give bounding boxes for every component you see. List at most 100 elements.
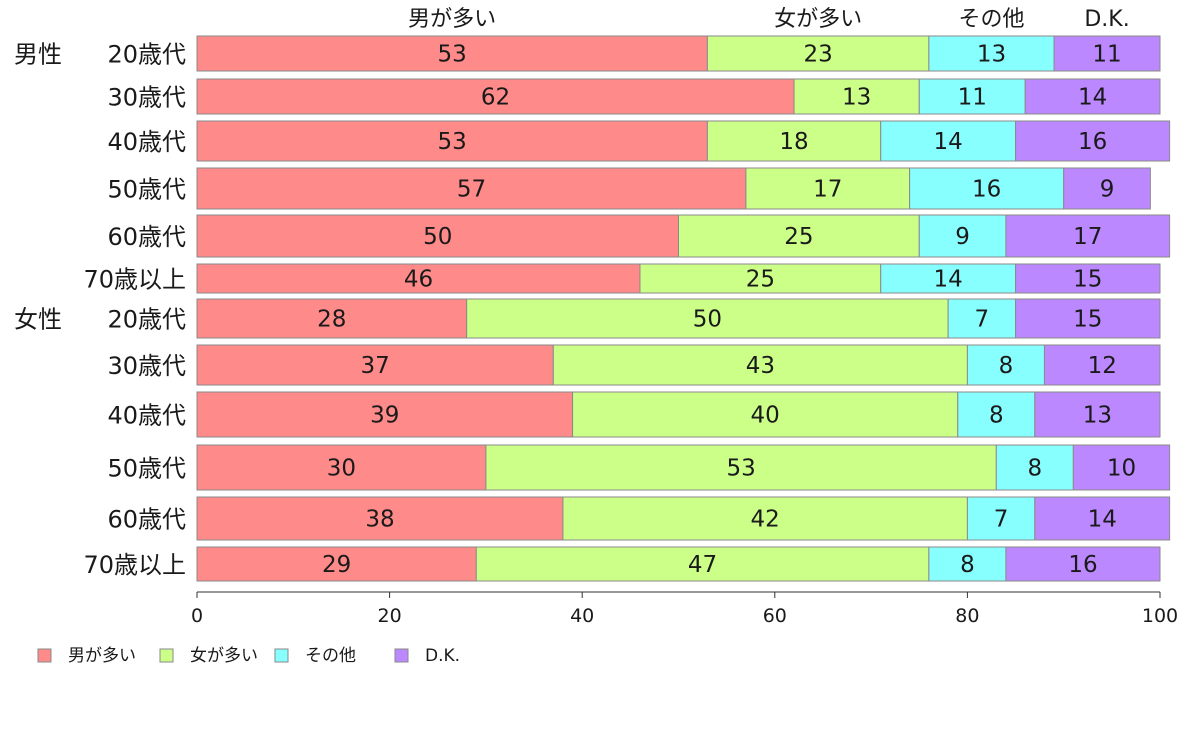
bar-segment	[1063, 167, 1151, 210]
bar-segment	[928, 546, 1007, 582]
bar-segment	[1034, 496, 1171, 541]
data-label: 50	[693, 307, 722, 333]
bar-segment	[1015, 298, 1161, 339]
data-label: 57	[457, 177, 486, 203]
bar-segment	[1015, 120, 1171, 162]
row-label: 70歳以上	[83, 266, 186, 294]
row-label: 60歳代	[107, 223, 186, 251]
legend-label: D.K.	[425, 646, 460, 666]
data-label: 16	[1078, 129, 1107, 155]
data-label: 13	[842, 85, 871, 111]
data-label: 39	[370, 403, 399, 429]
data-label: 29	[322, 552, 351, 578]
bar-segment	[196, 78, 795, 115]
data-label: 10	[1107, 456, 1136, 482]
data-label: 16	[972, 177, 1001, 203]
bar-segment	[1024, 78, 1161, 115]
series-header-0: 男が多い	[408, 7, 496, 32]
data-label: 8	[960, 552, 975, 578]
data-label: 13	[977, 42, 1006, 68]
data-label: 8	[989, 403, 1004, 429]
group-label-0: 男性	[14, 41, 62, 69]
data-label: 40	[751, 403, 780, 429]
bar-segment	[572, 391, 959, 438]
data-label: 15	[1073, 267, 1102, 293]
x-tick-label: 60	[763, 605, 787, 627]
data-label: 25	[784, 224, 813, 250]
bar-segment	[880, 263, 1017, 294]
data-label: 53	[438, 129, 467, 155]
bar-segment	[1072, 444, 1171, 491]
bar-segment	[1005, 546, 1161, 582]
bar-segment	[196, 496, 564, 541]
bar-segment	[966, 496, 1036, 541]
legend-swatch	[37, 648, 52, 663]
x-tick-label: 20	[378, 605, 402, 627]
bar-segment	[475, 546, 930, 582]
bar-segment	[196, 444, 487, 491]
data-label: 14	[933, 129, 962, 155]
data-label: 8	[1027, 456, 1042, 482]
bar-segment	[1005, 214, 1171, 258]
data-label: 53	[438, 42, 467, 68]
data-label: 42	[751, 507, 780, 533]
row-label: 50歳代	[107, 176, 186, 204]
bar-segment	[196, 35, 708, 72]
data-label: 13	[1083, 403, 1112, 429]
data-label: 14	[933, 267, 962, 293]
bar-segment	[947, 298, 1017, 339]
legend-label: 女が多い	[190, 646, 258, 666]
bar-segment	[196, 263, 641, 294]
series-header-3: D.K.	[1084, 7, 1129, 32]
data-label: 17	[1073, 224, 1102, 250]
x-tick-label: 100	[1142, 605, 1178, 627]
data-label: 7	[975, 307, 990, 333]
data-label: 30	[327, 456, 356, 482]
bar-segment	[678, 214, 920, 258]
row-label: 20歳代	[107, 41, 186, 69]
bar-segment	[706, 35, 930, 72]
data-label: 9	[1100, 177, 1115, 203]
data-label: 23	[803, 42, 832, 68]
data-label: 17	[813, 177, 842, 203]
group-label-1: 女性	[14, 306, 62, 334]
row-label: 40歳代	[107, 128, 186, 156]
data-label: 38	[365, 507, 394, 533]
data-label: 15	[1073, 307, 1102, 333]
legend-label: 男が多い	[68, 646, 136, 666]
data-label: 12	[1088, 353, 1117, 379]
x-tick-label: 0	[191, 605, 203, 627]
row-label: 20歳代	[107, 306, 186, 334]
data-label: 7	[994, 507, 1009, 533]
bar-segment	[918, 78, 1026, 115]
legend-swatch	[394, 648, 409, 663]
row-label: 50歳代	[107, 455, 186, 483]
bar-segment	[745, 167, 911, 210]
bar-segment	[196, 214, 679, 258]
data-label: 11	[958, 85, 987, 111]
data-label: 25	[746, 267, 775, 293]
data-label: 37	[361, 353, 390, 379]
data-label: 62	[481, 85, 510, 111]
bar-segment	[1015, 263, 1161, 294]
bar-segment	[1034, 391, 1161, 438]
bar-segment	[196, 120, 708, 162]
data-label: 50	[423, 224, 452, 250]
data-label: 47	[688, 552, 717, 578]
data-label: 14	[1078, 85, 1107, 111]
bar-segment	[995, 444, 1074, 491]
bar-segment	[706, 120, 882, 162]
bar-segment	[562, 496, 968, 541]
row-label: 70歳以上	[83, 551, 186, 579]
bar-segment	[928, 35, 1055, 72]
data-label: 43	[746, 353, 775, 379]
series-header-1: 女が多い	[774, 7, 862, 32]
bar-segment	[1043, 344, 1161, 386]
row-label: 60歳代	[107, 506, 186, 534]
bar-segment	[196, 167, 747, 210]
data-label: 11	[1092, 42, 1121, 68]
bar-segment	[196, 344, 554, 386]
legend-swatch	[159, 648, 174, 663]
